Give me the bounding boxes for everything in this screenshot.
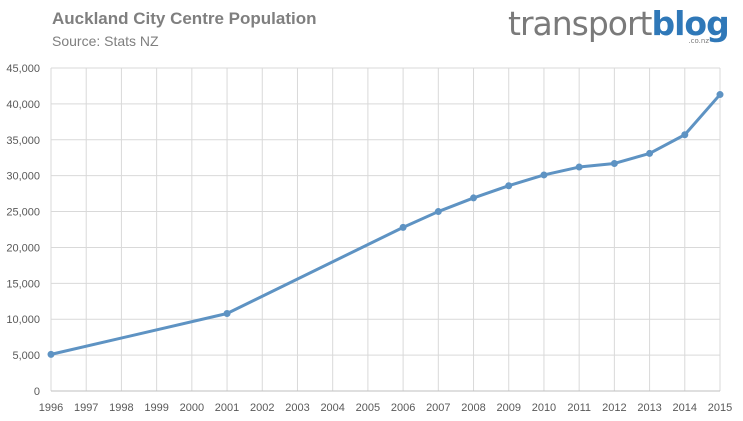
y-tick-label: 0 xyxy=(34,386,40,398)
logo-text-transport: transport xyxy=(508,4,652,43)
x-tick-label: 2002 xyxy=(250,402,274,414)
chart-title: Auckland City Centre Population xyxy=(52,9,317,28)
x-tick-label: 2006 xyxy=(391,402,415,414)
y-tick-label: 25,000 xyxy=(6,207,40,219)
x-tick-label: 2010 xyxy=(532,402,556,414)
y-tick-label: 35,000 xyxy=(6,135,40,147)
x-tick-label: 2005 xyxy=(356,402,380,414)
grid-lines xyxy=(50,67,721,391)
series-line xyxy=(49,93,722,356)
x-tick-label: 2014 xyxy=(673,402,697,414)
data-point xyxy=(505,182,513,190)
logo-text-blog: blog xyxy=(651,4,729,43)
data-point xyxy=(540,171,548,179)
data-point xyxy=(399,223,407,231)
x-tick-label: 2001 xyxy=(215,402,239,414)
data-point xyxy=(223,309,231,317)
x-tick-label: 1998 xyxy=(109,402,133,414)
data-point xyxy=(610,159,618,167)
y-tick-label: 40,000 xyxy=(6,99,40,111)
x-tick-label: 2013 xyxy=(637,402,661,414)
x-tick-label: 1996 xyxy=(39,402,63,414)
x-tick-label: 2008 xyxy=(461,402,485,414)
x-tick-label: 2011 xyxy=(567,402,591,414)
x-tick-label: 2000 xyxy=(180,402,204,414)
x-tick-label: 2003 xyxy=(285,402,309,414)
data-point xyxy=(716,91,724,99)
y-tick-label: 15,000 xyxy=(6,278,40,290)
data-point xyxy=(470,194,478,202)
x-tick-label: 1997 xyxy=(74,402,98,414)
y-tick-label: 45,000 xyxy=(6,63,40,75)
y-tick-label: 5,000 xyxy=(12,350,40,362)
data-point xyxy=(47,350,55,358)
logo-wordmark: transportblog xyxy=(508,4,730,43)
x-tick-label: 2012 xyxy=(602,402,626,414)
x-tick-label: 2009 xyxy=(496,402,520,414)
logo-domain: .co.nz xyxy=(688,37,709,45)
chart-subtitle: Source: Stats NZ xyxy=(52,33,159,49)
x-tick-label: 2007 xyxy=(426,402,450,414)
x-tick-label: 2015 xyxy=(708,402,732,414)
y-tick-label: 20,000 xyxy=(6,242,40,254)
data-point xyxy=(681,131,689,139)
y-tick-label: 30,000 xyxy=(6,171,40,183)
y-axis-tick-labels: 0 5,000 10,000 15,000 20,000 25,000 30,000 35,0… xyxy=(6,63,40,398)
data-point xyxy=(575,163,583,171)
data-point xyxy=(646,149,654,157)
x-axis-tick-labels: 1996 1997 1998 1999 2000 2001 2002 2003 2004 2005… xyxy=(39,402,732,414)
y-tick-label: 10,000 xyxy=(6,314,40,326)
x-tick-label: 1999 xyxy=(144,402,168,414)
series-population xyxy=(47,91,724,358)
transportblog-logo: transportblog .co.nz xyxy=(508,4,730,52)
x-tick-label: 2004 xyxy=(320,402,344,414)
data-point xyxy=(434,208,442,216)
